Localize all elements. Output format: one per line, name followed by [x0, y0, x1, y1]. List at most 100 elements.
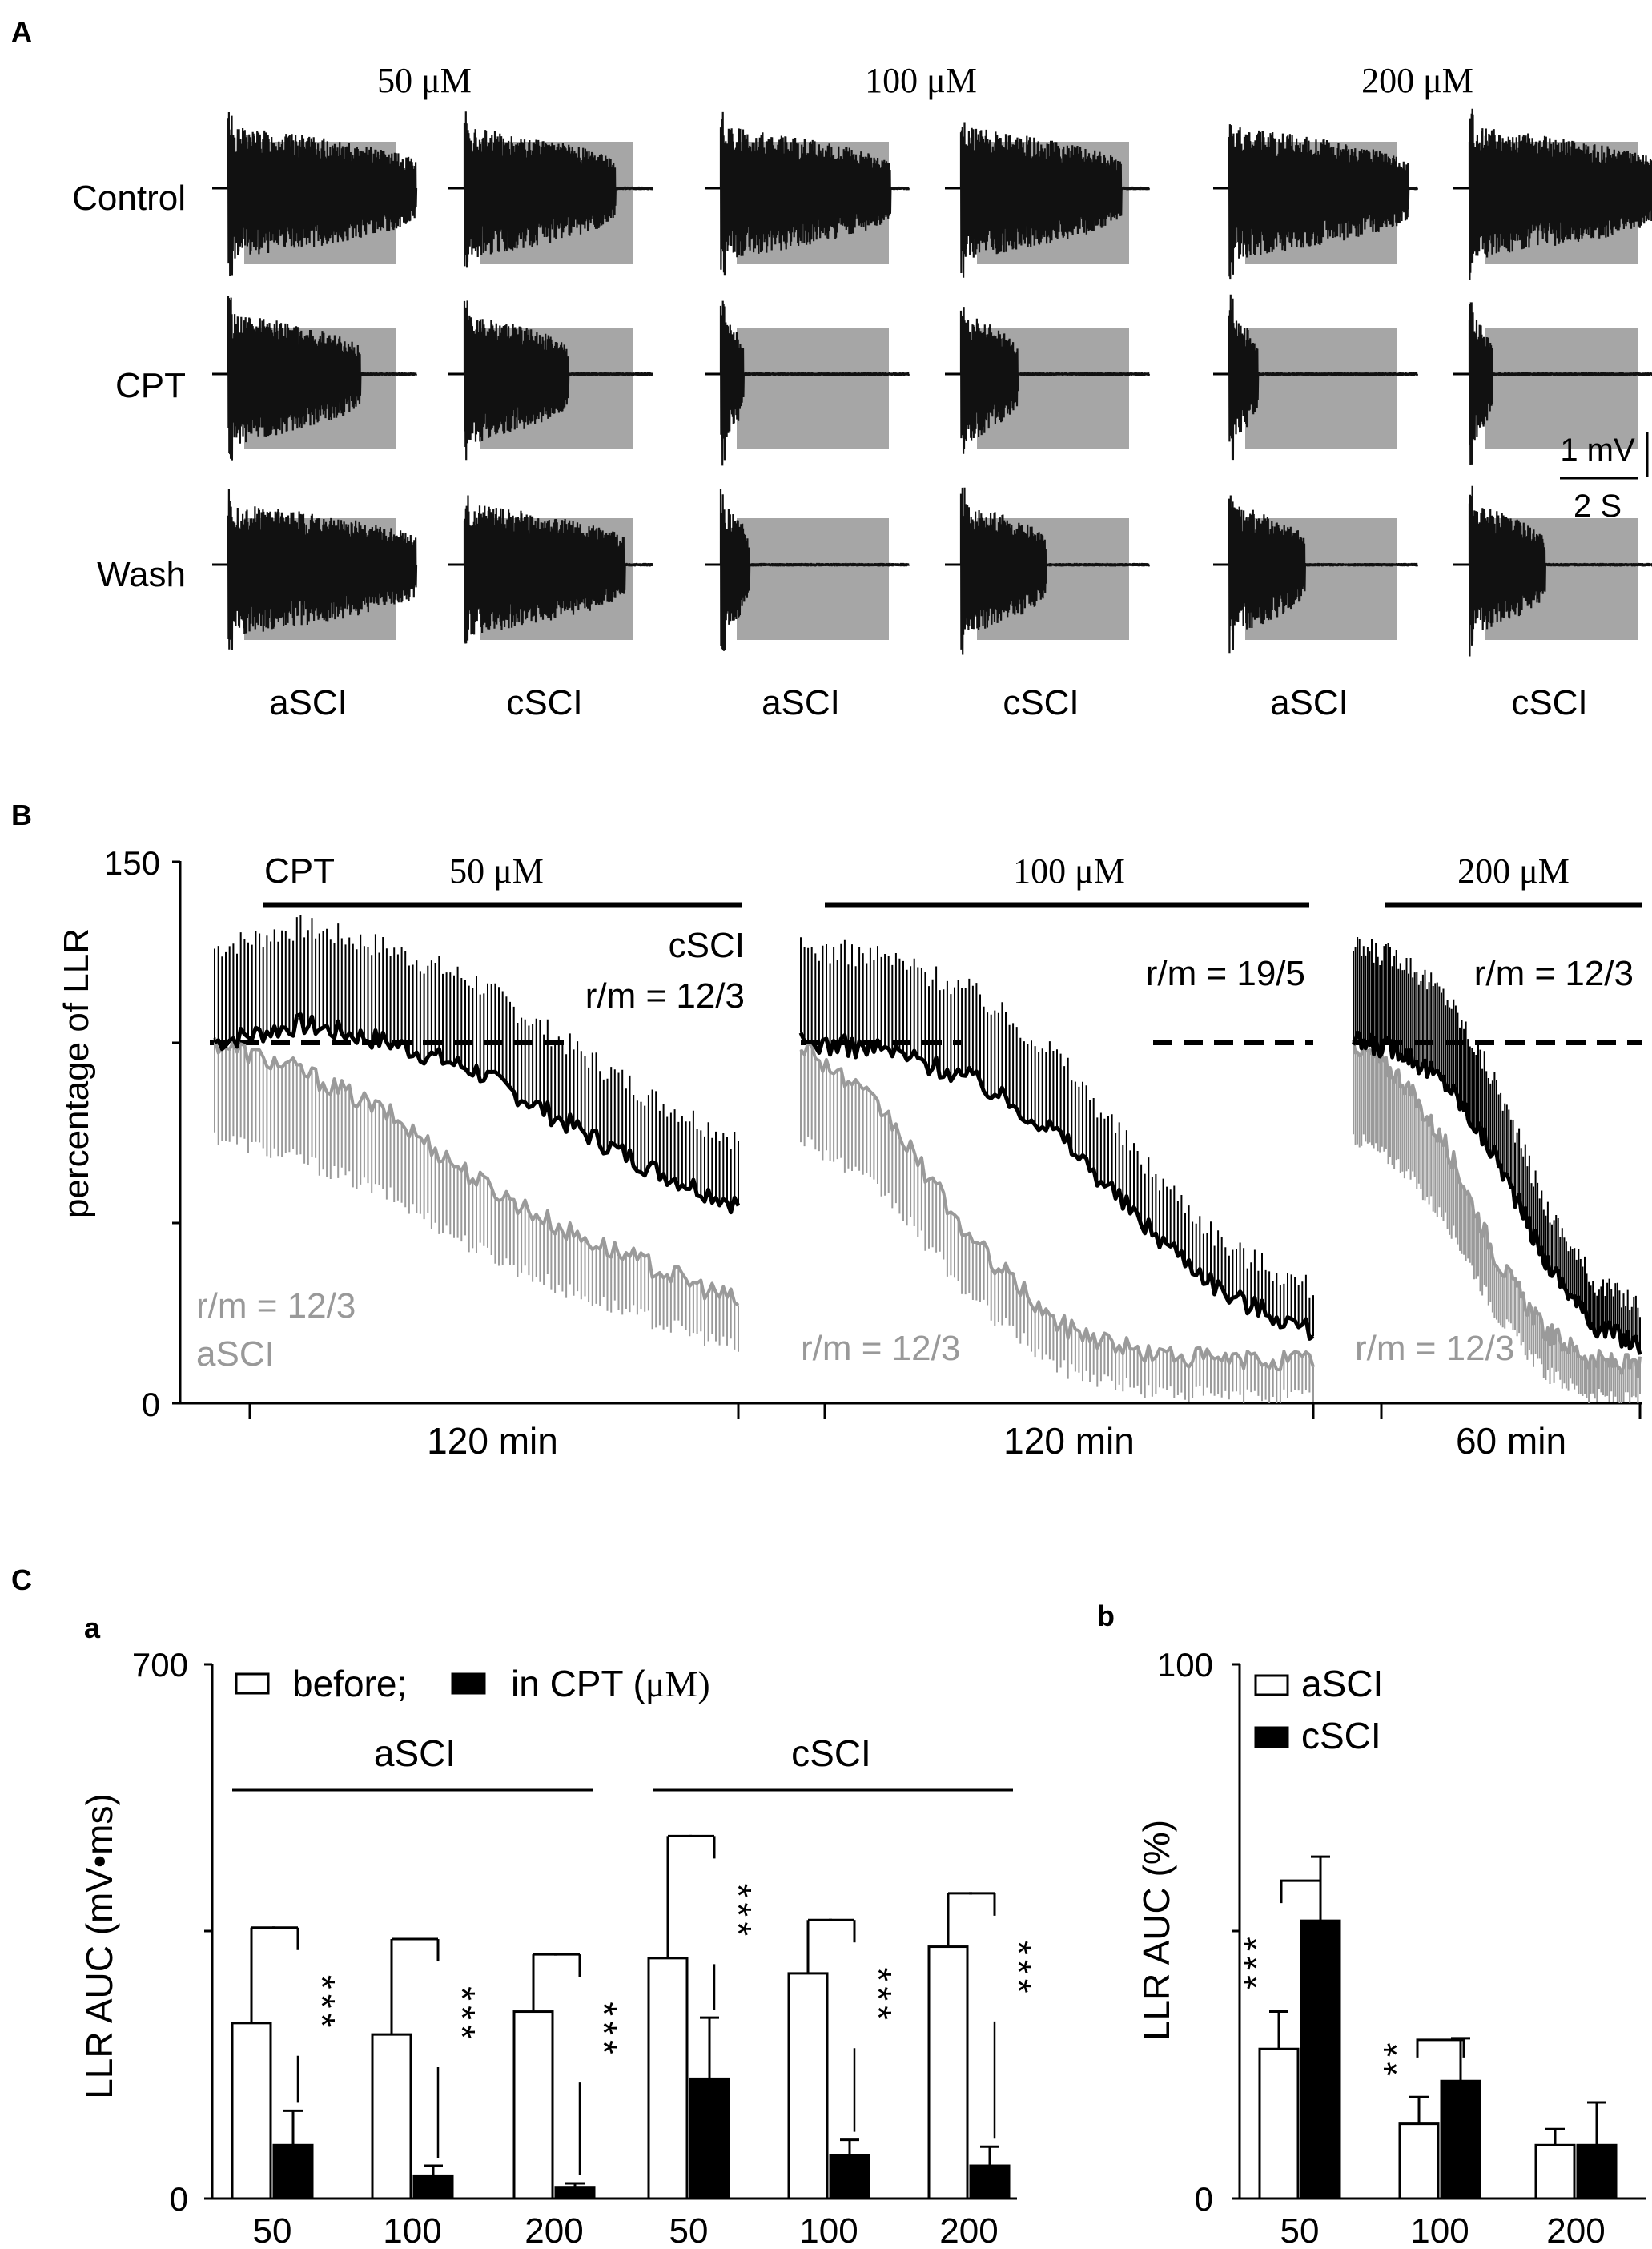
panel-c-a-ytick-label-700: 700: [132, 1646, 188, 1684]
panel-b-ytick-label-150: 150: [104, 844, 160, 882]
sig-stars-50: ***: [1236, 1932, 1277, 1990]
ascI-label-50: aSCI: [196, 1334, 275, 1374]
cscI-rm-50: r/m = 12/3: [585, 976, 745, 1016]
legend-before-text: before;: [292, 1663, 407, 1704]
stim-window: [1245, 328, 1397, 449]
panel-c-b-ytick-label-100: 100: [1157, 1646, 1213, 1684]
row-label-cpt: CPT: [115, 366, 186, 405]
duration-label-50: 120 min: [427, 1420, 558, 1462]
ascI-rm-100: r/m = 12/3: [801, 1329, 960, 1368]
llr-trace: [463, 111, 654, 268]
panel-a-label: A: [11, 15, 32, 48]
bar-before: [787, 1972, 829, 2200]
stim-window: [1485, 328, 1638, 449]
ascI-rm-200: r/m = 12/3: [1355, 1329, 1514, 1368]
panel-a: A 50 μM 100 μM 200 μM Control CPT Wash a…: [11, 15, 1652, 722]
x-tick-label: 200: [1546, 2211, 1605, 2249]
legend-before-swatch: [235, 1672, 270, 1695]
panel-b-label: B: [11, 799, 32, 831]
legend-cscI-text: cSCI: [1301, 1715, 1381, 1756]
conc-label-50: 50 μM: [377, 61, 472, 100]
sig-stars: ***: [441, 1986, 483, 2044]
llr-trace: [1468, 108, 1652, 280]
csci-error-bars: [214, 915, 739, 1213]
scale-bar-voltage: 1 mV: [1560, 432, 1635, 468]
llr-trace: [719, 489, 910, 651]
bar-before: [231, 2022, 272, 2200]
cscI-rm-100: r/m = 19/5: [1146, 954, 1305, 993]
bar-cpt: [272, 2143, 314, 2200]
bar-ascI: [1258, 2047, 1300, 2200]
legend-cscI-swatch: [1254, 1726, 1289, 1748]
legend-cpt-unit: μM): [645, 1664, 710, 1704]
cscI-rm-200: r/m = 12/3: [1474, 954, 1634, 993]
cscI-label-50: cSCI: [669, 926, 745, 965]
panel-c-b-ylabel: LLR AUC (%): [1135, 1820, 1177, 2041]
bar-ascI: [1398, 2122, 1440, 2200]
llr-trace: [463, 300, 654, 461]
stim-window: [737, 328, 889, 449]
ascI-rm-50: r/m = 12/3: [196, 1286, 356, 1326]
bar-before: [927, 1945, 969, 2200]
asci-timecourse-line: [213, 1037, 740, 1307]
x-tick-label: 200: [525, 2211, 583, 2249]
x-tick-label: 50: [1280, 2211, 1320, 2249]
drug-bar-label-50: 50 μM: [449, 851, 544, 891]
x-tick-label: 50: [669, 2211, 709, 2249]
duration-label-200: 60 min: [1456, 1420, 1566, 1462]
bar-cpt: [969, 2164, 1011, 2200]
llr-trace: [227, 111, 418, 276]
llr-trace: [1228, 495, 1419, 654]
asci-error-bars: [1353, 1040, 1641, 1403]
panel-c-a-label: a: [84, 1611, 101, 1644]
drug-bar-label-200: 200 μM: [1457, 851, 1570, 891]
panel-b-ytick-label-0: 0: [142, 1386, 160, 1423]
legend-cpt-main: in CPT (: [511, 1663, 646, 1704]
bar-before: [512, 2010, 554, 2200]
panel-b: B percentage of LLR 150 0 120 min 120 mi…: [11, 799, 1642, 1462]
sig-stars: ***: [301, 1975, 343, 2033]
panel-c-b-bars: 50 100 200*****: [1236, 1855, 1618, 2249]
bar-cpt: [554, 2186, 596, 2200]
scale-bar-time: 2 S: [1574, 489, 1622, 524]
col-label-1: aSCI: [269, 683, 348, 722]
group-label-ascI: aSCI: [374, 1732, 456, 1774]
bar-cpt: [829, 2154, 870, 2200]
row-label-wash: Wash: [97, 555, 186, 594]
csci-timecourse-line: [213, 1012, 741, 1215]
asci-error-bars: [214, 1037, 739, 1352]
x-tick-label: 100: [799, 2211, 858, 2249]
llr-trace: [959, 487, 1151, 655]
legend-ascI-text: aSCI: [1301, 1663, 1383, 1704]
bar-cscI: [1300, 1919, 1341, 2200]
sig-stars: ***: [998, 1941, 1039, 1998]
conc-label-200: 200 μM: [1361, 61, 1473, 100]
timecourse-lines: [213, 915, 1642, 1403]
bar-before: [647, 1957, 689, 2200]
conc-label-100: 100 μM: [865, 61, 977, 100]
llr-trace: [1468, 302, 1652, 465]
panel-c-b-label: b: [1097, 1599, 1115, 1632]
panel-c-a-bars: *** 50 *** 100 *** 200 *** 50 *** 100 *** 200: [231, 1834, 1039, 2249]
col-label-2: cSCI: [506, 683, 582, 722]
csci-timecourse-line: [1351, 1030, 1642, 1355]
drug-bar-label-100: 100 μM: [1013, 851, 1125, 891]
panel-c-b-ytick-label-0: 0: [1195, 2180, 1213, 2218]
sig-bracket-100: [1416, 2038, 1465, 2058]
bar-before: [371, 2033, 412, 2200]
sig-bracket-50: [1280, 1879, 1320, 1904]
panel-b-ylabel: percentage of LLR: [57, 928, 96, 1218]
legend-ascI-swatch: [1254, 1674, 1289, 1696]
col-label-6: cSCI: [1511, 683, 1587, 722]
panel-c-label: C: [11, 1563, 32, 1596]
bar-cscI: [1576, 2143, 1618, 2200]
group-label-cscI: cSCI: [791, 1732, 871, 1774]
sig-stars-100: **: [1376, 2038, 1417, 2076]
legend-cpt-text: in CPT (μM): [511, 1663, 710, 1704]
col-label-5: aSCI: [1270, 683, 1349, 722]
row-label-control: Control: [72, 179, 186, 218]
llr-trace: [959, 122, 1151, 278]
stim-window: [737, 518, 889, 640]
bar-ascI: [1534, 2143, 1576, 2200]
